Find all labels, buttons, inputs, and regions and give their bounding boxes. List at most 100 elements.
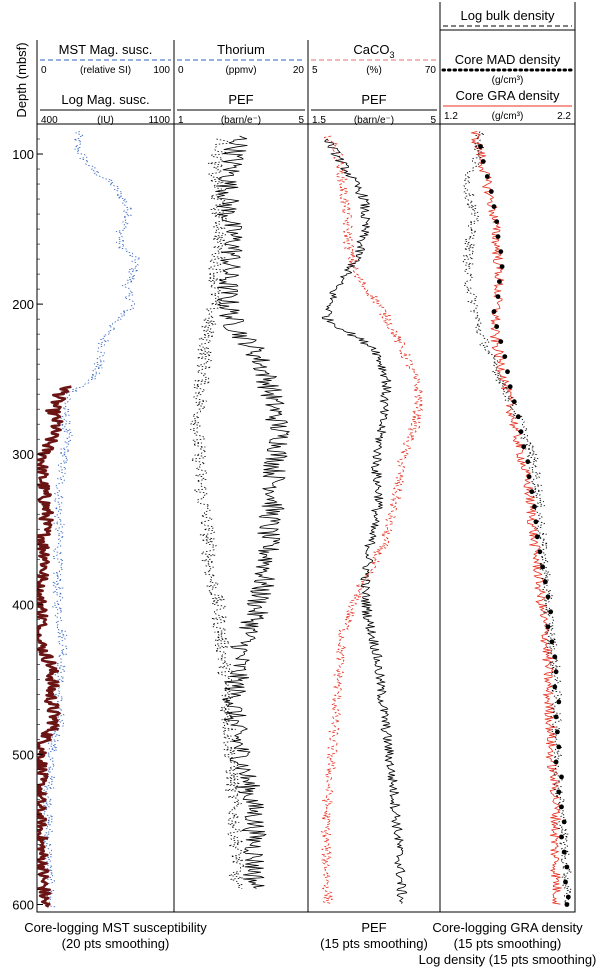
header-unit: (barn/e⁻) — [221, 115, 261, 126]
log-tracks — [36, 123, 576, 913]
mad-point — [495, 294, 501, 299]
mad-point — [559, 834, 564, 840]
mad-point — [499, 264, 505, 269]
mad-point — [561, 819, 567, 825]
header-scale-min: 0 — [178, 65, 184, 76]
mad-point — [548, 609, 554, 615]
header-scale-max: 1100 — [148, 115, 170, 126]
header-scale-min: 1.5 — [312, 115, 326, 126]
header-scale-min: 400 — [41, 115, 58, 126]
header-title: PEF — [361, 92, 386, 107]
track-frame-4 — [439, 123, 576, 913]
mad-point — [511, 399, 517, 405]
header-title: CaCO3 — [353, 42, 394, 60]
series-line-logmag — [36, 385, 72, 908]
mad-point — [559, 804, 564, 810]
mad-point — [498, 339, 504, 344]
track-headers: MST Mag. susc. 0 (relative SI) 100 Log Mag. … — [36, 2, 576, 126]
mad-point — [549, 639, 555, 645]
series-logbulk — [462, 131, 573, 905]
mad-point — [564, 864, 570, 870]
series-mad — [478, 144, 571, 907]
mad-point — [507, 384, 513, 390]
mad-point — [525, 459, 531, 465]
track-footer-line: (15 pts smoothing) — [454, 936, 562, 951]
header-scale-max: 5 — [298, 115, 304, 126]
track-header-3: CaCO3 5 (%) 70 PEF 1.5 (barn/e⁻) 5 — [307, 40, 437, 126]
mad-point — [565, 894, 571, 900]
mad-point — [556, 789, 562, 795]
depth-tick-label: 400 — [12, 597, 34, 612]
mad-point — [495, 234, 501, 240]
mad-point — [555, 729, 560, 735]
mad-point — [556, 699, 562, 705]
header-unit: (IU) — [97, 115, 114, 126]
header-scale-max: 70 — [425, 65, 437, 76]
mad-point — [556, 744, 562, 750]
track-header-2: Thorium 0 (ppmv) 20 PEF 1 (barn/e⁻) 5 — [173, 40, 305, 126]
header-title: Thorium — [217, 42, 265, 57]
mad-point — [518, 429, 524, 435]
series-pef_core — [321, 138, 408, 904]
track-footer-line: Core-logging GRA density — [432, 920, 583, 935]
mad-point — [502, 354, 508, 359]
depth-tick-label: 500 — [12, 747, 34, 762]
series-line-gra — [470, 131, 562, 905]
mad-point — [494, 219, 500, 225]
depth-tick-label: 300 — [12, 447, 34, 462]
mad-point — [559, 774, 564, 780]
series-mst — [42, 131, 141, 908]
depth-axis: 100 200 300 400 500 600 Depth (mbsf) — [12, 42, 43, 912]
depth-tick-label: 100 — [12, 147, 34, 162]
mad-point — [545, 624, 551, 630]
header-title: Log Mag. susc. — [61, 92, 149, 107]
mad-point — [534, 534, 540, 540]
track-footer-line: Core-logging MST susceptibility — [24, 920, 207, 935]
mad-point — [491, 204, 497, 210]
header-title: Core MAD density — [455, 52, 561, 67]
series-pef_log — [190, 138, 246, 890]
mad-point — [505, 369, 510, 375]
header-title: Core GRA density — [455, 88, 560, 103]
track-footer-line: Log density (15 pts smoothing) — [419, 952, 597, 967]
mad-point — [552, 654, 558, 660]
mad-point — [529, 489, 535, 495]
series-line-caco3 — [320, 135, 424, 904]
header-scale-max: 5 — [430, 115, 436, 126]
header-title: Log bulk density — [461, 8, 555, 23]
mad-point — [526, 474, 532, 480]
mad-point — [552, 684, 558, 690]
series-caco3 — [320, 135, 424, 904]
header-scale-max: 2.2 — [557, 111, 571, 122]
mad-point — [542, 579, 548, 585]
depth-axis-label: Depth (mbsf) — [14, 42, 29, 117]
header-scale-min: 0 — [41, 65, 47, 76]
track-frame-3 — [307, 123, 441, 913]
header-scale-max: 100 — [153, 65, 170, 76]
series-line-mst — [42, 131, 141, 908]
series-logmag — [36, 385, 72, 908]
mad-point — [537, 549, 543, 555]
mad-point — [553, 669, 559, 675]
header-unit: (ppmv) — [225, 65, 256, 76]
header-unit: (relative SI) — [80, 65, 131, 76]
mad-point — [488, 189, 494, 194]
mad-point — [561, 849, 567, 855]
header-unit: (g/cm³) — [492, 75, 524, 86]
header-scale-min: 1 — [178, 115, 184, 126]
track-footers: Core-logging MST susceptibility(20 pts s… — [24, 920, 596, 967]
track-header-1: MST Mag. susc. 0 (relative SI) 100 Log Mag. … — [36, 40, 171, 126]
mad-point — [515, 414, 521, 420]
series-line-pef_core — [321, 138, 408, 904]
track-header-4: Log bulk density Core MAD density (g/cm³) C… — [439, 2, 576, 124]
track-frame-1 — [36, 123, 175, 913]
series-line-thorium — [215, 135, 290, 889]
header-unit: (g/cm³) — [492, 111, 524, 122]
header-scale-max: 20 — [293, 65, 305, 76]
header-scale-min: 5 — [312, 65, 318, 76]
mad-point — [480, 159, 486, 164]
depth-tick-label: 600 — [12, 897, 34, 912]
mad-point — [498, 249, 504, 255]
depth-tick-label: 200 — [12, 297, 34, 312]
